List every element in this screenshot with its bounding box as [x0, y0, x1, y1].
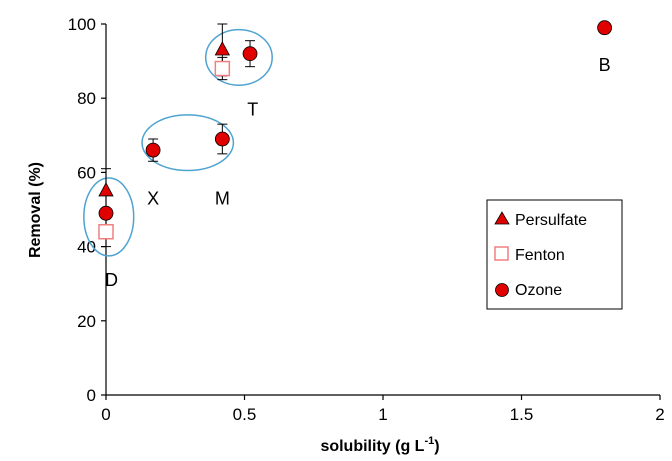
group-ellipse — [141, 114, 235, 172]
legend-label-persulfate: Persulfate — [515, 212, 587, 229]
point-fenton — [98, 224, 114, 240]
point-ozone — [242, 46, 258, 62]
legend-box — [486, 199, 623, 310]
x-tick-label: 1 — [378, 405, 387, 424]
y-tick-label: 20 — [77, 312, 96, 331]
x-tick-label: 1.5 — [510, 405, 534, 424]
y-tick-label: 60 — [77, 163, 96, 182]
point-fenton — [214, 60, 231, 77]
x-axis-title: solubility (g L-1) — [320, 435, 439, 455]
y-tick-label: 80 — [77, 89, 96, 108]
point-label: M — [215, 188, 230, 208]
point-label: B — [599, 55, 611, 75]
group-ellipse — [83, 177, 135, 257]
x-axis-title-main: solubility (g L — [320, 438, 424, 455]
y-tick-label: 100 — [68, 15, 96, 34]
group-ellipse — [204, 28, 273, 86]
y-tick-label: 40 — [77, 238, 96, 257]
x-axis-title-end: ) — [434, 438, 439, 455]
point-ozone — [145, 142, 161, 158]
x-tick-label: 0 — [101, 405, 110, 424]
point-labels: D X M T B — [105, 55, 611, 290]
point-label: D — [105, 270, 118, 290]
legend-marker-ozone — [495, 283, 509, 297]
x-tick-label: 2 — [655, 405, 664, 424]
legend: Persulfate Fenton Ozone — [486, 199, 623, 310]
axes: 0 20 40 60 80 100 0 0.5 1 1.5 2 — [68, 15, 665, 424]
group-ellipses — [83, 28, 273, 257]
point-ozone — [214, 131, 230, 147]
legend-label-fenton: Fenton — [515, 247, 565, 264]
point-persulfate — [214, 41, 231, 56]
data-points — [98, 20, 612, 248]
point-ozone — [597, 20, 612, 36]
point-label: X — [147, 188, 159, 208]
y-axis-title: Removal (%) — [27, 162, 44, 258]
x-axis-title-sup: -1 — [424, 435, 434, 447]
legend-marker-fenton — [494, 246, 509, 261]
x-tick-label: 0.5 — [233, 405, 257, 424]
legend-label-ozone: Ozone — [515, 282, 562, 299]
point-label: T — [247, 99, 258, 119]
point-persulfate — [98, 182, 114, 197]
legend-marker-persulfate — [494, 211, 510, 225]
point-ozone — [98, 205, 114, 221]
y-tick-label: 0 — [87, 386, 96, 405]
